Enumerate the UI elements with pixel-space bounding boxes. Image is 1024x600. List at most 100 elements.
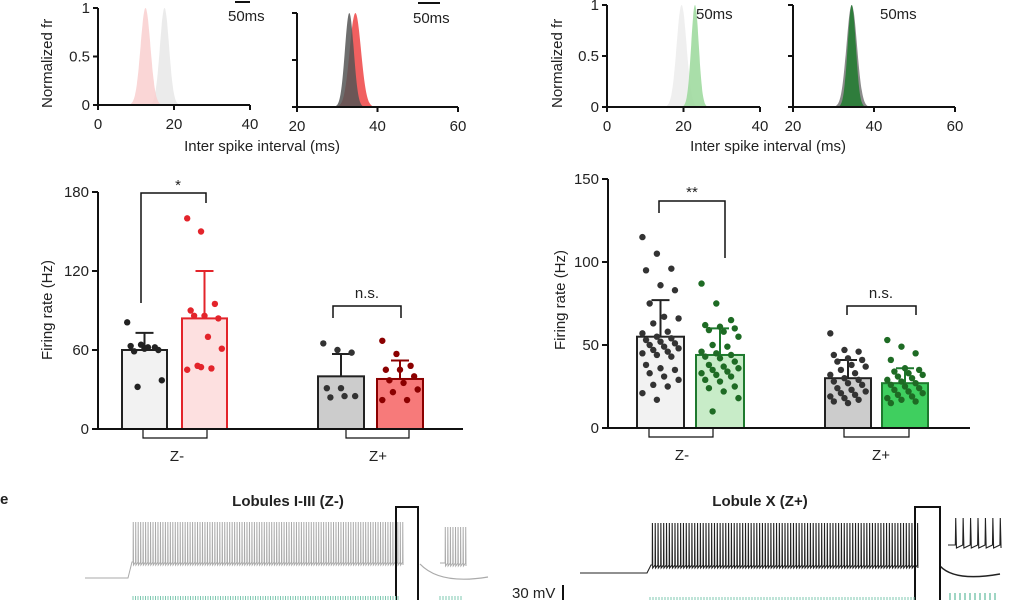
data-point <box>830 398 838 405</box>
x-tick-label: 60 <box>450 118 467 135</box>
data-point <box>657 338 664 345</box>
data-point <box>862 388 869 395</box>
zoom-box-left <box>395 506 419 600</box>
voltage-scale-label: 30 mV <box>512 585 555 600</box>
group-label: Z+ <box>369 448 387 465</box>
bar-Z--1 <box>181 317 228 430</box>
data-point <box>887 381 895 389</box>
data-point <box>646 300 653 307</box>
data-point <box>642 336 650 344</box>
data-point <box>414 386 421 393</box>
data-point <box>653 333 661 340</box>
data-point <box>653 396 661 403</box>
data-point <box>650 320 657 327</box>
data-point <box>894 373 902 380</box>
data-point <box>731 358 738 365</box>
data-point <box>702 376 709 384</box>
data-point <box>393 350 400 358</box>
data-point <box>834 384 841 392</box>
data-point <box>144 344 152 351</box>
isi-distribution-1-1 <box>331 13 368 107</box>
data-point <box>675 315 682 322</box>
data-point <box>727 373 735 380</box>
data-point <box>705 361 713 369</box>
x-tick-label: 40 <box>369 118 386 135</box>
voltage-trace-left <box>85 521 404 579</box>
data-point <box>208 365 215 372</box>
y-tick-label: 0 <box>591 99 599 116</box>
data-point <box>134 383 141 391</box>
data-point <box>844 355 852 362</box>
y-tick-label: 150 <box>574 171 599 188</box>
data-point <box>664 348 671 355</box>
data-point <box>653 351 661 359</box>
isi-distribution-1-0 <box>332 13 378 107</box>
data-point <box>862 363 869 370</box>
data-point <box>201 312 208 319</box>
data-point <box>183 215 191 222</box>
data-point <box>915 384 923 392</box>
data-point <box>887 399 895 407</box>
isi-distribution-2-0 <box>661 5 702 107</box>
data-point <box>887 356 895 364</box>
significance-label: * <box>175 177 181 194</box>
data-point <box>158 377 166 384</box>
data-point <box>884 376 891 384</box>
data-point <box>705 384 713 392</box>
data-point <box>716 355 724 362</box>
y-tick-label: 100 <box>574 254 599 271</box>
y-axis-label: Firing rate (Hz) <box>552 250 569 350</box>
data-point <box>858 381 866 389</box>
x-tick-label: 20 <box>289 118 306 135</box>
data-point <box>827 330 834 337</box>
data-point <box>664 328 671 335</box>
data-point <box>915 366 923 374</box>
voltage-trace-left-decay <box>419 563 489 580</box>
data-point <box>211 300 219 308</box>
data-point <box>855 348 862 355</box>
significance-bracket <box>658 200 726 258</box>
data-point <box>705 326 713 334</box>
x-tick-label: 20 <box>675 118 692 135</box>
group-label: Z+ <box>872 447 890 464</box>
data-point <box>410 373 418 380</box>
data-point <box>735 333 742 340</box>
y-axis-label: Normalized fr <box>549 19 566 108</box>
data-point <box>702 353 709 360</box>
data-point <box>660 313 668 320</box>
data-point <box>898 396 905 403</box>
data-point <box>379 396 386 404</box>
data-point <box>858 356 866 364</box>
scale-bar-label: 50ms <box>413 10 450 27</box>
data-point <box>642 267 650 274</box>
voltage-trace-right <box>580 522 919 574</box>
data-point <box>884 336 891 344</box>
data-point <box>320 340 327 347</box>
data-point <box>660 373 668 380</box>
y-tick-label: 180 <box>64 184 89 201</box>
data-point <box>830 378 838 385</box>
y-tick-label: 0 <box>81 421 89 438</box>
data-point <box>197 228 205 235</box>
data-point <box>735 365 742 372</box>
data-point <box>653 250 661 257</box>
data-point <box>844 399 852 407</box>
data-point <box>650 381 657 389</box>
data-point <box>731 383 738 390</box>
significance-bracket <box>846 305 917 315</box>
y-tick-label: 60 <box>72 342 89 359</box>
data-point <box>197 363 205 371</box>
bar-Z--0 <box>121 349 168 430</box>
data-point <box>334 346 341 354</box>
data-point <box>848 386 855 394</box>
data-point <box>671 366 679 374</box>
y-tick-label: 0 <box>591 420 599 437</box>
isi-distribution-0-1 <box>125 8 166 105</box>
data-point <box>901 383 909 390</box>
data-point <box>698 280 705 287</box>
voltage-trace-right-inset <box>948 517 1002 549</box>
data-point <box>403 396 411 404</box>
y-tick-label: 50 <box>582 337 599 354</box>
data-point <box>848 361 855 369</box>
